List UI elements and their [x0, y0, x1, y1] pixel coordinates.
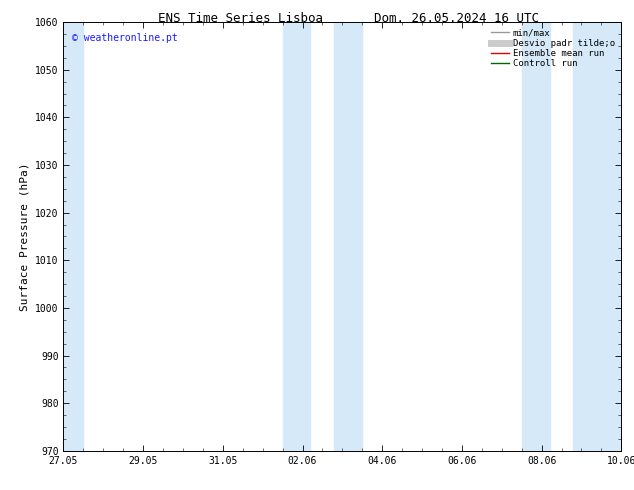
Y-axis label: Surface Pressure (hPa): Surface Pressure (hPa)	[20, 162, 30, 311]
Bar	[334, 22, 362, 451]
Bar	[574, 22, 621, 451]
Legend: min/max, Desvio padr tilde;o, Ensemble mean run, Controll run: min/max, Desvio padr tilde;o, Ensemble m…	[489, 26, 617, 70]
Bar	[283, 22, 311, 451]
Text: Dom. 26.05.2024 16 UTC: Dom. 26.05.2024 16 UTC	[374, 12, 539, 25]
Bar	[63, 22, 83, 451]
Text: ENS Time Series Lisboa: ENS Time Series Lisboa	[158, 12, 323, 25]
Bar	[522, 22, 550, 451]
Text: © weatheronline.pt: © weatheronline.pt	[72, 33, 178, 43]
